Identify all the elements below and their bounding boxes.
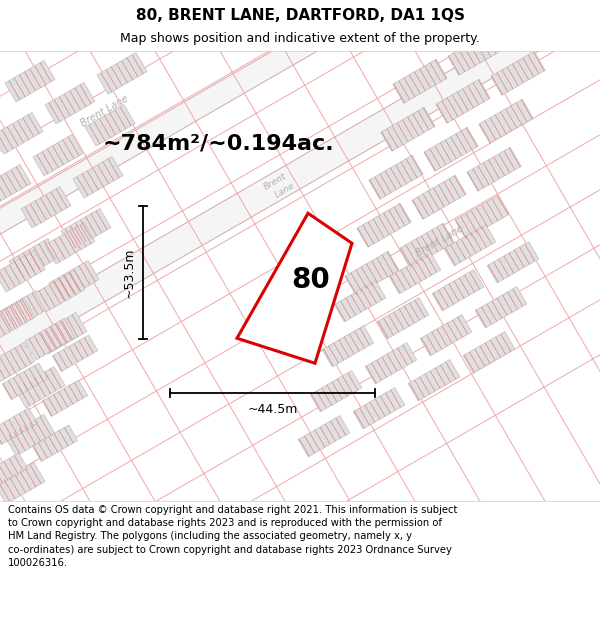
Polygon shape [21, 186, 71, 228]
Polygon shape [334, 281, 386, 322]
Polygon shape [369, 155, 423, 199]
Polygon shape [2, 363, 47, 399]
Polygon shape [33, 134, 83, 176]
Polygon shape [0, 291, 47, 332]
Polygon shape [400, 223, 454, 268]
Polygon shape [37, 312, 87, 354]
Polygon shape [35, 271, 85, 312]
Polygon shape [5, 414, 55, 456]
Text: 80: 80 [292, 266, 331, 294]
Polygon shape [424, 127, 478, 171]
Polygon shape [237, 213, 352, 363]
Polygon shape [310, 371, 362, 412]
Polygon shape [436, 79, 490, 123]
Text: Lane: Lane [274, 181, 296, 199]
Polygon shape [0, 462, 45, 504]
Polygon shape [0, 112, 43, 154]
Polygon shape [0, 408, 38, 444]
Polygon shape [298, 416, 350, 457]
Polygon shape [25, 319, 75, 360]
Polygon shape [61, 209, 111, 250]
Polygon shape [487, 242, 539, 283]
Polygon shape [0, 299, 35, 340]
Text: Brent Lane: Brent Lane [415, 224, 466, 259]
Polygon shape [393, 59, 447, 103]
Polygon shape [45, 222, 95, 264]
Polygon shape [322, 326, 374, 367]
Polygon shape [97, 52, 147, 94]
Polygon shape [0, 0, 600, 240]
Polygon shape [463, 332, 515, 373]
Text: ~784m²/~0.194ac.: ~784m²/~0.194ac. [102, 133, 334, 153]
Polygon shape [32, 425, 77, 461]
Polygon shape [420, 314, 472, 356]
Polygon shape [365, 342, 417, 384]
Polygon shape [479, 99, 533, 143]
Polygon shape [5, 61, 55, 102]
Text: Contains OS data © Crown copyright and database right 2021. This information is : Contains OS data © Crown copyright and d… [8, 505, 457, 568]
Polygon shape [73, 156, 123, 198]
Polygon shape [85, 104, 135, 146]
Text: Brent: Brent [262, 171, 288, 191]
Polygon shape [412, 175, 466, 219]
Polygon shape [9, 239, 59, 280]
Polygon shape [52, 335, 98, 371]
Polygon shape [0, 342, 35, 384]
Polygon shape [448, 31, 502, 75]
Polygon shape [43, 380, 88, 416]
Polygon shape [353, 388, 405, 429]
Polygon shape [467, 148, 521, 191]
Polygon shape [0, 164, 31, 206]
Polygon shape [377, 298, 429, 339]
Polygon shape [49, 261, 99, 302]
Text: Map shows position and indicative extent of the property.: Map shows position and indicative extent… [120, 32, 480, 45]
Text: Brent Lane: Brent Lane [79, 94, 131, 129]
Polygon shape [381, 107, 435, 151]
Polygon shape [0, 453, 28, 489]
Polygon shape [444, 224, 496, 266]
Polygon shape [475, 287, 527, 328]
Polygon shape [455, 195, 509, 239]
Polygon shape [15, 366, 65, 408]
Polygon shape [389, 253, 441, 294]
Text: ~44.5m: ~44.5m [247, 402, 298, 416]
Polygon shape [0, 0, 600, 368]
Text: 80, BRENT LANE, DARTFORD, DA1 1QS: 80, BRENT LANE, DARTFORD, DA1 1QS [136, 8, 464, 23]
Polygon shape [45, 82, 95, 124]
Text: ~53.5m: ~53.5m [122, 248, 136, 298]
Polygon shape [491, 51, 545, 95]
Polygon shape [0, 251, 45, 292]
Polygon shape [432, 269, 484, 311]
Polygon shape [357, 203, 411, 248]
Polygon shape [345, 251, 399, 295]
Polygon shape [408, 359, 460, 401]
